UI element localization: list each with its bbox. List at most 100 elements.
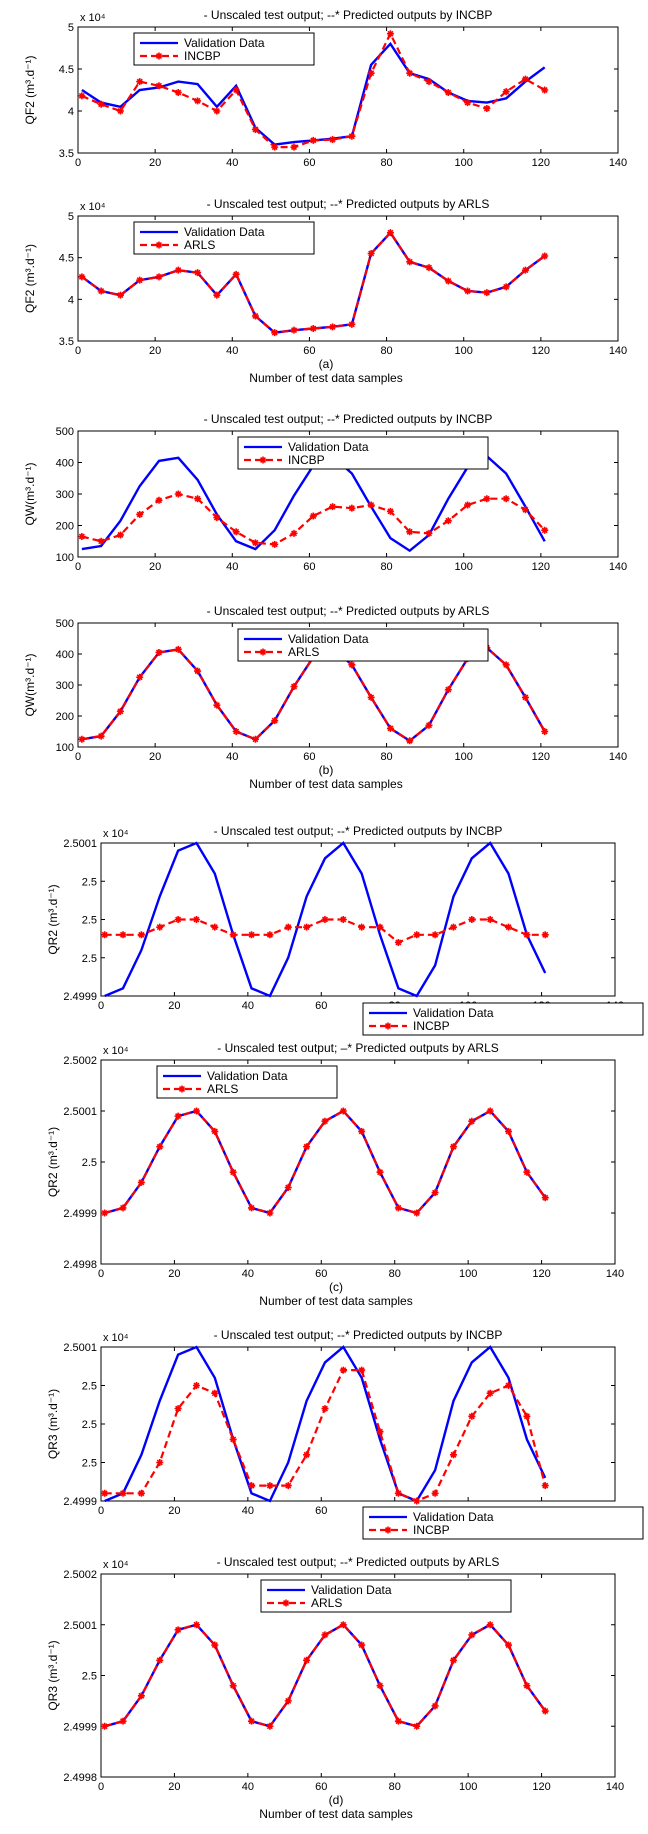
data-point	[502, 88, 510, 96]
legend-label: INCBP	[413, 1019, 450, 1033]
data-point	[116, 107, 124, 115]
data-point	[444, 686, 452, 694]
data-point	[303, 1451, 311, 1459]
data-point	[174, 266, 182, 274]
x-tick-label: 40	[242, 1268, 254, 1280]
data-point	[284, 923, 292, 931]
data-point	[321, 916, 329, 923]
series-line-validation	[104, 1345, 547, 1503]
x-tick-label: 20	[149, 157, 161, 169]
data-point	[309, 136, 317, 144]
series-line-validation	[104, 841, 547, 998]
x-tick-label: 100	[455, 345, 473, 357]
data-point	[431, 1702, 439, 1710]
data-point	[116, 707, 124, 715]
x-tick-label: 80	[389, 1781, 401, 1793]
data-point	[192, 1107, 200, 1115]
data-point	[156, 1459, 164, 1466]
data-point	[211, 1641, 219, 1649]
data-point	[339, 1107, 347, 1115]
data-point	[444, 89, 452, 97]
data-point	[505, 1641, 513, 1649]
y-tick-label: 400	[56, 458, 74, 470]
data-point	[290, 529, 298, 537]
y-tick-label: 100	[56, 552, 74, 564]
x-tick-label: 60	[303, 751, 315, 763]
data-point	[406, 69, 414, 77]
x-tick-label: 140	[609, 345, 627, 357]
legend-label: Validation Data	[288, 440, 369, 454]
data-point	[523, 931, 531, 939]
chart-title: - Unscaled test output; --* Predicted ou…	[204, 8, 493, 22]
data-point	[229, 1682, 237, 1690]
chart-panel: 0 20 40 60 80 100 120 140 2.4998 2.4999 2.5 2.5001 2…	[46, 1555, 624, 1821]
data-point	[339, 1366, 347, 1374]
data-point	[321, 1405, 329, 1413]
data-point	[266, 1722, 274, 1730]
y-tick-label: 2.5	[82, 1671, 97, 1683]
data-point	[444, 517, 452, 525]
x-tick-label: 120	[532, 1268, 550, 1280]
data-point	[284, 1184, 292, 1191]
legend-box	[237, 436, 489, 470]
data-point	[464, 99, 472, 107]
y-tick-label: 4.5	[59, 253, 74, 265]
data-point	[386, 507, 394, 515]
x-tick-label: 100	[459, 1781, 477, 1793]
data-point	[413, 1209, 421, 1217]
x-tick-label: 40	[226, 157, 238, 169]
y-tick-label: 2.5002	[63, 1569, 97, 1581]
data-point	[464, 287, 472, 295]
chart-panel: 0 20 40 60 80 100 120 140 100 200 300 400 500 - Unsca…	[23, 604, 627, 791]
y-tick-label: 200	[56, 711, 74, 723]
data-point	[376, 1168, 384, 1176]
data-point	[413, 1722, 421, 1730]
data-point	[284, 1482, 292, 1490]
x-tick-label: 60	[315, 1781, 327, 1793]
x-tick-label: 40	[226, 751, 238, 763]
data-point	[213, 701, 221, 709]
y-tick-label: 500	[56, 426, 74, 438]
data-point	[119, 931, 127, 939]
data-point	[101, 1489, 109, 1497]
y-axis-label: QR2 (m³.d⁻¹)	[46, 884, 60, 954]
data-point	[521, 693, 529, 701]
x-tick-label: 40	[226, 345, 238, 357]
y-exponent-label: x 10⁴	[80, 12, 106, 24]
data-point	[174, 916, 182, 923]
y-tick-label: 2.5	[82, 1458, 97, 1470]
data-point	[97, 100, 105, 108]
data-point	[505, 1127, 513, 1135]
data-point	[303, 1143, 311, 1151]
y-tick-label: 2.5001	[63, 1106, 97, 1118]
data-point	[194, 495, 202, 503]
data-point	[266, 1482, 274, 1490]
data-point	[119, 1489, 127, 1497]
data-point	[156, 923, 164, 931]
data-point	[444, 277, 452, 285]
data-point	[155, 648, 163, 656]
data-point	[464, 501, 472, 509]
data-point	[137, 1489, 145, 1497]
x-tick-label: 60	[315, 1268, 327, 1280]
x-tick-label: 20	[168, 1781, 180, 1793]
y-tick-label: 2.5001	[63, 838, 97, 850]
data-point	[97, 537, 105, 545]
data-point	[192, 916, 200, 923]
x-tick-label: 0	[75, 561, 81, 573]
chart-panel: 0 20 40 60 80 100 120 140 3.5 4 4.5 5 x 10⁴ - Unscale…	[23, 8, 627, 169]
chart-panel: 0204060801001201402.49992.52.52.52.5001x…	[46, 1328, 644, 1540]
data-point	[309, 512, 317, 520]
data-point	[541, 931, 549, 939]
x-tick-label: 80	[380, 157, 392, 169]
x-tick-label: 120	[532, 751, 550, 763]
x-axis-label: Number of test data samples	[259, 1294, 412, 1308]
data-point	[137, 1178, 145, 1186]
data-point	[468, 1412, 476, 1420]
data-point	[290, 683, 298, 691]
x-tick-label: 20	[168, 1268, 180, 1280]
data-point	[521, 506, 529, 514]
data-point	[248, 1204, 256, 1212]
